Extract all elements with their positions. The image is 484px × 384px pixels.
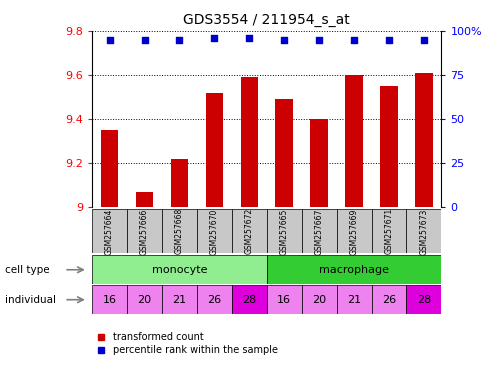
Text: 28: 28: [242, 295, 256, 305]
Text: 20: 20: [137, 295, 151, 305]
Point: [175, 36, 183, 43]
Bar: [336, 209, 371, 253]
Text: 16: 16: [103, 295, 116, 305]
Bar: [310, 119, 327, 207]
Bar: [379, 86, 397, 207]
Text: GSM257671: GSM257671: [384, 208, 393, 255]
Bar: [136, 192, 153, 207]
Title: GDS3554 / 211954_s_at: GDS3554 / 211954_s_at: [183, 13, 349, 27]
Text: GSM257665: GSM257665: [279, 208, 288, 255]
Text: 21: 21: [346, 295, 361, 305]
Bar: [170, 159, 188, 207]
Bar: [345, 75, 362, 207]
Text: 20: 20: [311, 295, 326, 305]
Bar: [266, 255, 440, 284]
Bar: [231, 209, 266, 253]
Text: individual: individual: [5, 295, 56, 305]
Text: 21: 21: [172, 295, 186, 305]
Text: GSM257669: GSM257669: [349, 208, 358, 255]
Bar: [406, 209, 440, 253]
Bar: [371, 209, 406, 253]
Bar: [266, 285, 301, 314]
Bar: [127, 285, 162, 314]
Bar: [127, 209, 162, 253]
Point: [384, 36, 392, 43]
Bar: [406, 285, 440, 314]
Point: [210, 35, 218, 41]
Bar: [101, 130, 118, 207]
Text: 16: 16: [277, 295, 290, 305]
Bar: [162, 209, 197, 253]
Point: [140, 36, 148, 43]
Point: [106, 36, 113, 43]
Text: 26: 26: [207, 295, 221, 305]
Bar: [240, 77, 257, 207]
Text: 28: 28: [416, 295, 430, 305]
Bar: [414, 73, 432, 207]
Text: macrophage: macrophage: [318, 265, 388, 275]
Text: GSM257673: GSM257673: [419, 208, 427, 255]
Bar: [336, 285, 371, 314]
Bar: [371, 285, 406, 314]
Text: GSM257672: GSM257672: [244, 208, 253, 255]
Text: cell type: cell type: [5, 265, 49, 275]
Bar: [197, 209, 231, 253]
Bar: [92, 255, 266, 284]
Text: GSM257664: GSM257664: [105, 208, 114, 255]
Text: GSM257666: GSM257666: [140, 208, 149, 255]
Text: GSM257667: GSM257667: [314, 208, 323, 255]
Bar: [266, 209, 301, 253]
Point: [245, 35, 253, 41]
Bar: [275, 99, 292, 207]
Point: [349, 36, 357, 43]
Bar: [162, 285, 197, 314]
Text: GSM257668: GSM257668: [175, 208, 183, 255]
Bar: [301, 209, 336, 253]
Bar: [231, 285, 266, 314]
Text: GSM257670: GSM257670: [210, 208, 218, 255]
Bar: [92, 209, 127, 253]
Point: [315, 36, 322, 43]
Text: 26: 26: [381, 295, 395, 305]
Point: [280, 36, 287, 43]
Bar: [301, 285, 336, 314]
Bar: [92, 285, 127, 314]
Bar: [205, 93, 223, 207]
Bar: [197, 285, 231, 314]
Text: monocyte: monocyte: [151, 265, 207, 275]
Legend: transformed count, percentile rank within the sample: transformed count, percentile rank withi…: [97, 333, 277, 355]
Point: [419, 36, 427, 43]
